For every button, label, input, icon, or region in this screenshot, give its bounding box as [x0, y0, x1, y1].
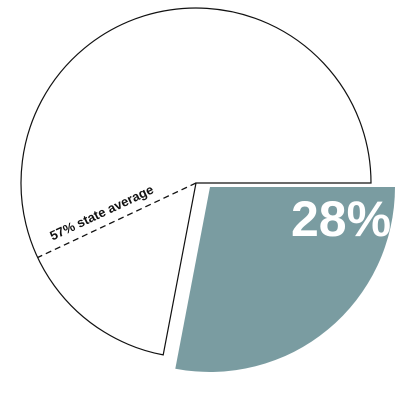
state-average-reference-line [37, 182, 197, 259]
pie-slice-highlight [175, 187, 395, 372]
highlight-percent-label: 28% [291, 191, 391, 247]
pie-slice-remainder [20, 7, 372, 356]
